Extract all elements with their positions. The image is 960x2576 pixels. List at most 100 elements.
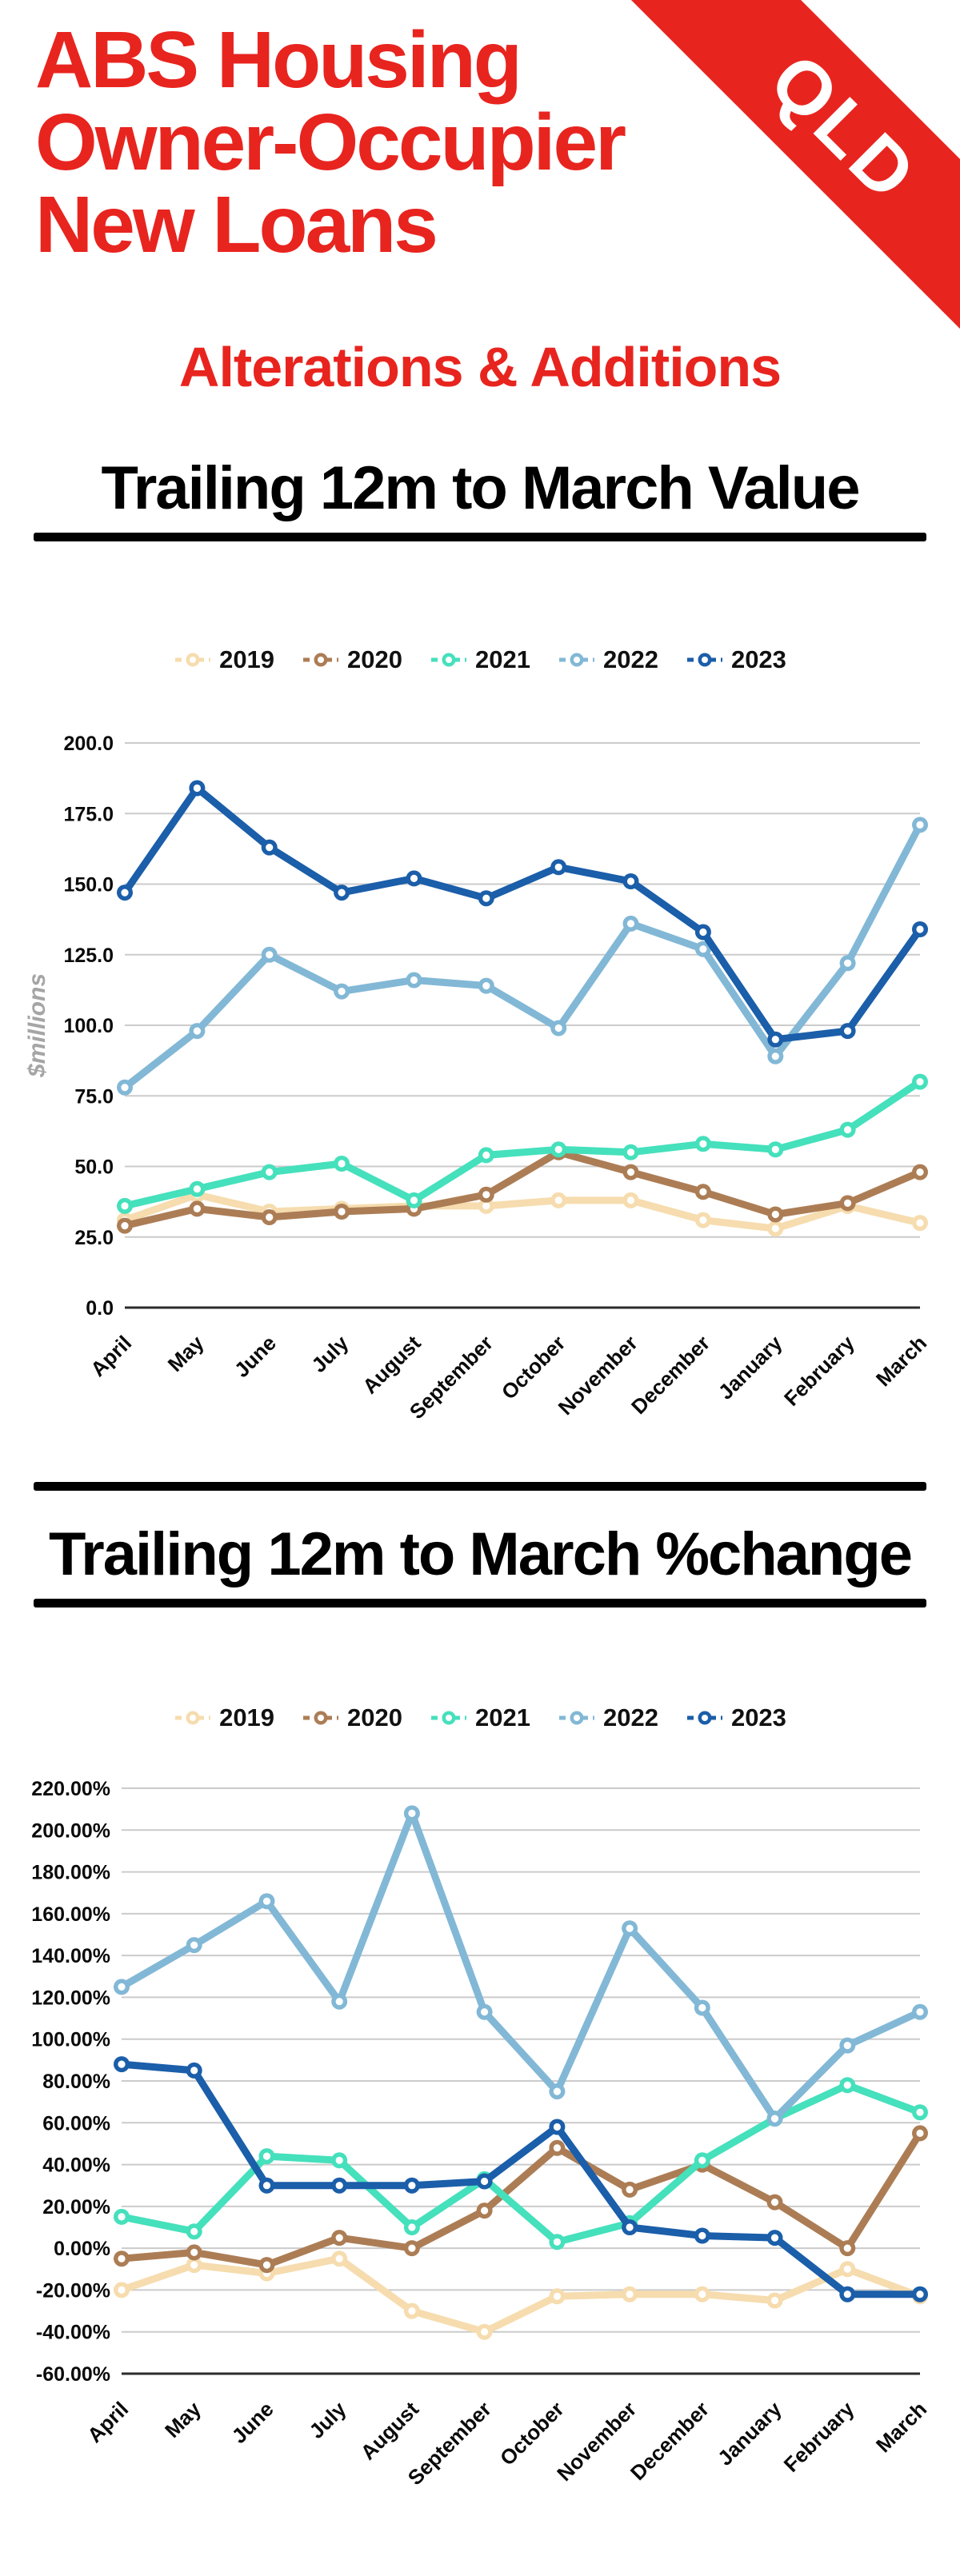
svg-text:125.0: 125.0: [63, 945, 114, 967]
page-title: ABS Housing Owner-Occupier New Loans: [0, 0, 960, 266]
y-axis-title: $millions: [24, 973, 50, 1078]
value-chart-svg: 0.0 25.0 50.0 75.0 100.0 125.0 150.0 175.0 200.0…: [24, 733, 931, 1424]
svg-text:April: April: [82, 2397, 133, 2447]
legend-item-2022: 2022: [558, 1703, 658, 1732]
legend-item-2023: 2023: [686, 1703, 786, 1732]
legend-marker-icon: [686, 1711, 722, 1725]
page-title-line-3: New Loans: [35, 180, 438, 270]
section-title-value: Trailing 12m to March Value: [101, 454, 861, 522]
svg-text:March: March: [871, 1331, 931, 1391]
svg-text:200.00%: 200.00%: [31, 1819, 110, 1842]
svg-text:August: August: [358, 1331, 426, 1399]
page-title-line-1: ABS Housing: [35, 15, 522, 105]
legend-marker-icon: [558, 653, 594, 667]
legend-item-2023: 2023: [686, 645, 786, 674]
legend-item-2021: 2021: [430, 1703, 530, 1732]
svg-text:60.00%: 60.00%: [42, 2112, 110, 2135]
legend-item-2019: 2019: [174, 1703, 274, 1732]
legend-label: 2020: [347, 645, 403, 673]
series-2021: [117, 1073, 928, 1214]
svg-text:October: October: [495, 2397, 569, 2470]
series-2022: [114, 1805, 928, 2127]
legend-marker-icon: [431, 653, 467, 667]
svg-text:March: March: [871, 2397, 931, 2457]
legend-item-2020: 2020: [302, 645, 402, 674]
legend-label: 2021: [475, 1703, 530, 1731]
section-title-pct-change: Trailing 12m to March %change: [48, 1520, 913, 1588]
svg-text:January: January: [714, 1331, 787, 1404]
svg-text:June: June: [227, 2397, 278, 2448]
svg-text:April: April: [86, 1331, 136, 1381]
legend-label: 2019: [219, 1703, 275, 1731]
svg-text:July: July: [304, 2397, 350, 2443]
svg-text:75.0: 75.0: [74, 1085, 114, 1108]
series-2020: [114, 2125, 928, 2274]
svg-text:180.00%: 180.00%: [31, 1862, 110, 1884]
series-2023: [114, 2056, 928, 2302]
legend-label: 2022: [602, 1703, 658, 1731]
svg-text:50.0: 50.0: [74, 1156, 114, 1179]
page-title-line-2: Owner-Occupier: [35, 98, 626, 187]
legend-item-2021: 2021: [430, 645, 530, 674]
legend-label: 2022: [602, 645, 658, 673]
rule-section-divider: [34, 1482, 926, 1491]
svg-text:100.0: 100.0: [63, 1015, 114, 1037]
svg-text:October: October: [497, 1331, 570, 1404]
legend-marker-icon: [303, 1711, 339, 1725]
svg-text:August: August: [356, 2397, 424, 2465]
svg-text:140.00%: 140.00%: [31, 1945, 110, 1967]
legend-label: 2023: [730, 645, 786, 673]
svg-text:December: December: [626, 1331, 714, 1419]
svg-text:0.00%: 0.00%: [54, 2238, 110, 2260]
svg-text:175.0: 175.0: [63, 803, 114, 825]
svg-text:-20.00%: -20.00%: [36, 2279, 110, 2302]
legend-item-2019: 2019: [174, 645, 274, 674]
legend-pct-chart: 2019 2020 2021 2022 2023: [0, 1703, 960, 1732]
svg-text:200.0: 200.0: [63, 733, 114, 755]
series-2020: [117, 1144, 928, 1234]
svg-text:0.0: 0.0: [86, 1297, 114, 1320]
svg-text:May: May: [163, 1331, 209, 1376]
y-gridlines: 0.0 25.0 50.0 75.0 100.0 125.0 150.0 175.0 200.0: [63, 733, 920, 1320]
svg-text:June: June: [230, 1331, 281, 1382]
legend-marker-icon: [175, 653, 211, 667]
subtitle: Alterations & Additions: [178, 336, 782, 398]
svg-text:220.00%: 220.00%: [31, 1778, 110, 1800]
rule-under-pct-title: [34, 1599, 926, 1608]
svg-text:100.00%: 100.00%: [31, 2029, 110, 2051]
svg-text:120.00%: 120.00%: [31, 1987, 110, 2009]
svg-text:80.00%: 80.00%: [42, 2071, 110, 2093]
svg-text:January: January: [713, 2397, 786, 2470]
svg-text:160.00%: 160.00%: [31, 1903, 110, 1926]
svg-text:February: February: [779, 2397, 859, 2477]
svg-text:40.00%: 40.00%: [42, 2155, 110, 2177]
legend-label: 2023: [730, 1703, 786, 1731]
svg-text:25.0: 25.0: [74, 1227, 114, 1249]
legend-label: 2021: [475, 645, 530, 673]
legend-marker-icon: [558, 1711, 594, 1725]
legend-label: 2020: [347, 1703, 403, 1731]
svg-text:July: July: [306, 1331, 353, 1377]
legend-marker-icon: [175, 1711, 211, 1725]
legend-item-2020: 2020: [302, 1703, 402, 1732]
svg-text:150.0: 150.0: [63, 874, 114, 897]
svg-text:November: November: [554, 1331, 642, 1420]
legend-marker-icon: [686, 653, 722, 667]
svg-text:20.00%: 20.00%: [42, 2196, 110, 2219]
pct-chart-svg: -60.00% -40.00% -20.00% 0.00% 20.00% 40.00% 60…: [31, 1778, 931, 2490]
svg-text:-40.00%: -40.00%: [36, 2322, 110, 2344]
series-2022: [117, 817, 928, 1096]
svg-text:December: December: [626, 2397, 714, 2485]
svg-text:-60.00%: -60.00%: [36, 2363, 110, 2386]
legend-marker-icon: [431, 1711, 467, 1725]
legend-marker-icon: [303, 653, 339, 667]
legend-value-chart: 2019 2020 2021 2022 2023: [0, 645, 960, 674]
svg-text:May: May: [160, 2397, 206, 2442]
legend-label: 2019: [219, 645, 275, 673]
series-2023: [117, 780, 928, 1048]
legend-item-2022: 2022: [558, 645, 658, 674]
svg-text:November: November: [552, 2397, 641, 2486]
